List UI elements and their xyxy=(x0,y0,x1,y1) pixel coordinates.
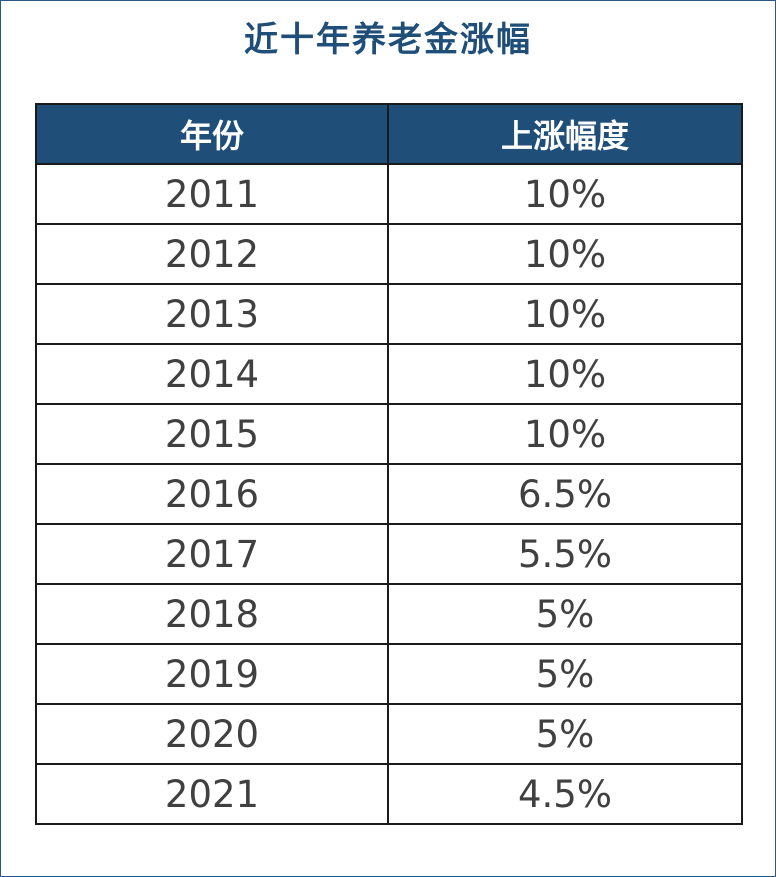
column-header-increase: 上涨幅度 xyxy=(387,103,743,165)
year-cell: 2018 xyxy=(35,583,389,645)
year-cell: 2011 xyxy=(35,163,389,225)
table-row: 2012 10% xyxy=(35,223,743,285)
year-cell: 2013 xyxy=(35,283,389,345)
table-row: 2016 6.5% xyxy=(35,463,743,525)
table-body: 2011 10% 2012 10% 2013 10% 2014 10% 2015 10% 2016 6… xyxy=(35,163,743,825)
chart-title: 近十年养老金涨幅 xyxy=(244,20,532,60)
year-cell: 2014 xyxy=(35,343,389,405)
table-header: 年份 上涨幅度 xyxy=(35,103,743,165)
increase-cell: 10% xyxy=(387,403,743,465)
table-row: 2021 4.5% xyxy=(35,763,743,825)
year-cell: 2021 xyxy=(35,763,389,825)
table-row: 2018 5% xyxy=(35,583,743,645)
table-row: 2019 5% xyxy=(35,643,743,705)
table-row: 2013 10% xyxy=(35,283,743,345)
year-cell: 2020 xyxy=(35,703,389,765)
table-row: 2020 5% xyxy=(35,703,743,765)
year-cell: 2016 xyxy=(35,463,389,525)
increase-cell: 4.5% xyxy=(387,763,743,825)
year-cell: 2019 xyxy=(35,643,389,705)
table-row: 2011 10% xyxy=(35,163,743,225)
column-header-year: 年份 xyxy=(35,103,389,165)
increase-cell: 5% xyxy=(387,703,743,765)
increase-cell: 5.5% xyxy=(387,523,743,585)
header-row: 年份 上涨幅度 xyxy=(35,103,743,165)
year-cell: 2012 xyxy=(35,223,389,285)
increase-cell: 10% xyxy=(387,163,743,225)
table-row: 2015 10% xyxy=(35,403,743,465)
data-table: 年份 上涨幅度 2011 10% 2012 10% 2013 10% 2014 10% 2015… xyxy=(35,103,743,825)
increase-cell: 6.5% xyxy=(387,463,743,525)
table-row: 2014 10% xyxy=(35,343,743,405)
increase-cell: 5% xyxy=(387,643,743,705)
year-cell: 2015 xyxy=(35,403,389,465)
increase-cell: 10% xyxy=(387,343,743,405)
increase-cell: 5% xyxy=(387,583,743,645)
increase-cell: 10% xyxy=(387,283,743,345)
table-row: 2017 5.5% xyxy=(35,523,743,585)
year-cell: 2017 xyxy=(35,523,389,585)
increase-cell: 10% xyxy=(387,223,743,285)
